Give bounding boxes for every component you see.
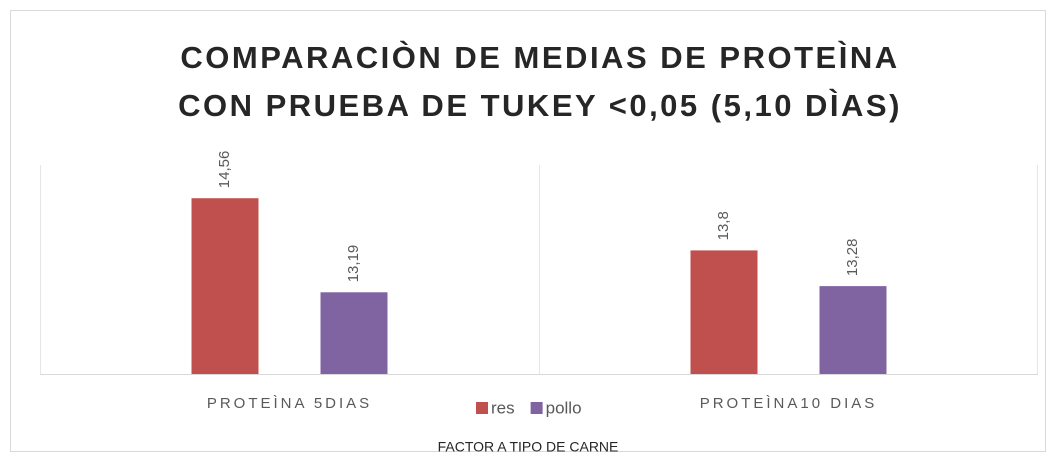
legend-label: pollo <box>546 398 582 417</box>
x-tick-label: PROTEÌNA 5DIAS <box>207 395 372 412</box>
bar <box>191 198 259 374</box>
chart-title: CON PRUEBA DE TUKEY <0,05 (5,10 DÌAS) <box>178 88 902 123</box>
bar <box>819 286 887 374</box>
x-axis-title: FACTOR A TIPO DE CARNE <box>438 439 619 455</box>
chart-border <box>10 10 1046 452</box>
value-label: 14,56 <box>216 151 233 189</box>
legend-label: res <box>491 398 515 417</box>
bar <box>320 292 388 374</box>
bar <box>690 250 758 374</box>
value-label: 13,8 <box>715 211 732 240</box>
legend-swatch <box>530 402 543 414</box>
legend-swatch <box>476 402 488 414</box>
value-label: 13,28 <box>844 239 861 277</box>
chart-title: COMPARACIÒN DE MEDIAS DE PROTEÌNA <box>180 39 899 75</box>
value-label: 13,19 <box>345 245 362 283</box>
x-tick-label: PROTEÌNA10 DIAS <box>700 395 878 412</box>
